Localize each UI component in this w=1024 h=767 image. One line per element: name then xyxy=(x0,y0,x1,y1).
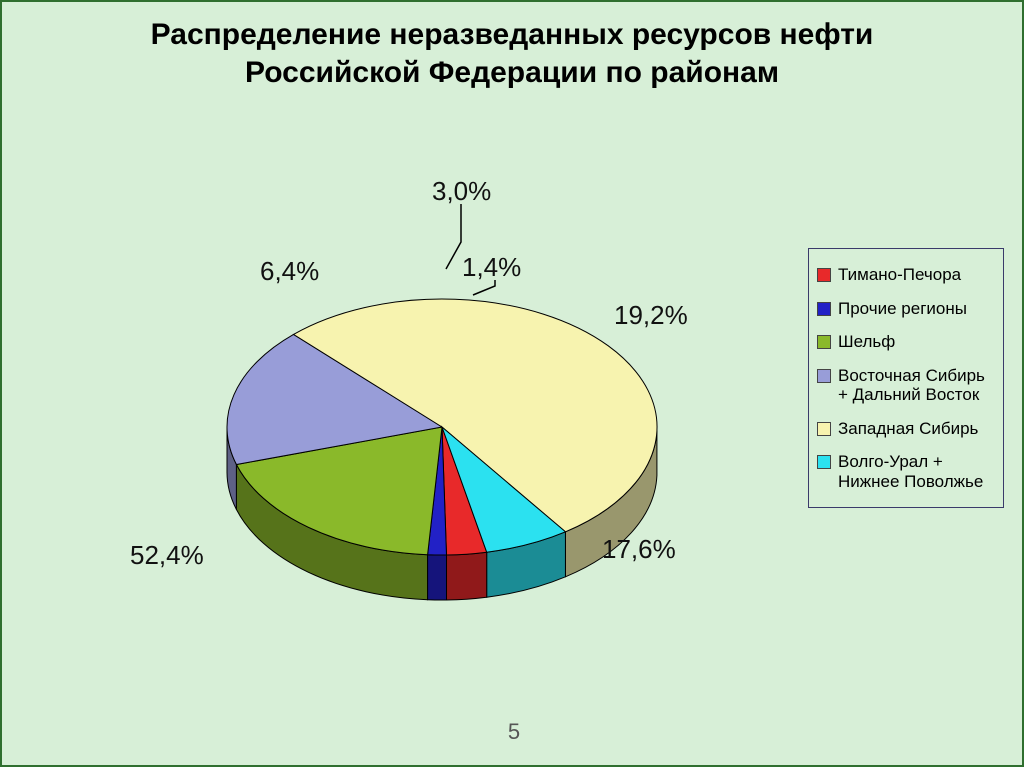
legend-item: Волго-Урал + Нижнее Поволжье xyxy=(817,452,995,491)
legend-item: Тимано-Печора xyxy=(817,265,995,285)
leader-line xyxy=(446,204,461,269)
legend-label: Волго-Урал + Нижнее Поволжье xyxy=(838,452,995,491)
legend-label: Восточная Сибирь + Дальний Восток xyxy=(838,366,995,405)
legend-item: Шельф xyxy=(817,332,995,352)
legend-label: Шельф xyxy=(838,332,995,352)
data-label: 17,6% xyxy=(602,534,676,565)
pie-top xyxy=(227,299,657,555)
legend-item: Прочие регионы xyxy=(817,299,995,319)
legend-swatch xyxy=(817,335,831,349)
legend-label: Прочие регионы xyxy=(838,299,995,319)
page-number: 5 xyxy=(2,719,1024,745)
slide: Распределение неразведанных ресурсов неф… xyxy=(0,0,1024,767)
chart-title: Распределение неразведанных ресурсов неф… xyxy=(2,16,1022,91)
legend-swatch xyxy=(817,422,831,436)
legend: Тимано-Печора Прочие регионы Шельф Восточна… xyxy=(808,248,1004,508)
legend-swatch xyxy=(817,268,831,282)
legend-swatch xyxy=(817,302,831,316)
legend-label: Тимано-Печора xyxy=(838,265,995,285)
data-label: 3,0% xyxy=(432,176,491,207)
legend-item: Западная Сибирь xyxy=(817,419,995,439)
legend-swatch xyxy=(817,455,831,469)
data-label: 19,2% xyxy=(614,300,688,331)
legend-item: Восточная Сибирь + Дальний Восток xyxy=(817,366,995,405)
data-label: 6,4% xyxy=(260,256,319,287)
legend-swatch xyxy=(817,369,831,383)
data-label: 52,4% xyxy=(130,540,204,571)
legend-label: Западная Сибирь xyxy=(838,419,995,439)
data-label: 1,4% xyxy=(462,252,521,283)
pie-chart xyxy=(62,132,782,652)
